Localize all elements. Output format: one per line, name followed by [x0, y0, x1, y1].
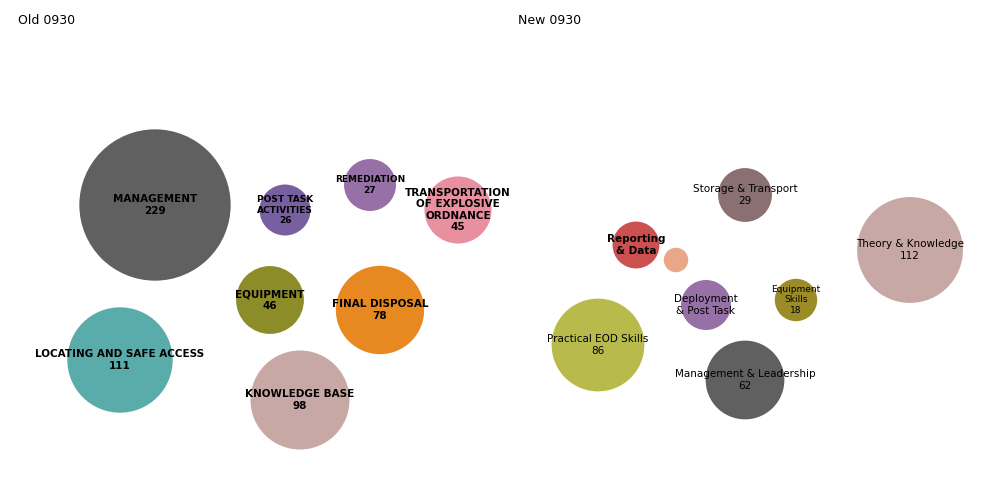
Ellipse shape: [424, 176, 492, 243]
Text: MANAGEMENT
229: MANAGEMENT 229: [113, 194, 197, 216]
Ellipse shape: [706, 341, 784, 420]
Text: TRANSPORTATION
OF EXPLOSIVE
ORDNANCE
45: TRANSPORTATION OF EXPLOSIVE ORDNANCE 45: [405, 188, 511, 232]
Ellipse shape: [79, 129, 231, 281]
Ellipse shape: [67, 308, 173, 413]
Text: Old 0930: Old 0930: [18, 14, 75, 27]
Ellipse shape: [344, 159, 396, 211]
Text: REMEDIATION
27: REMEDIATION 27: [335, 175, 405, 194]
Ellipse shape: [260, 184, 310, 236]
Text: Management & Leadership
62: Management & Leadership 62: [675, 369, 815, 391]
Ellipse shape: [664, 248, 688, 272]
Ellipse shape: [718, 168, 772, 222]
Text: KNOWLEDGE BASE
98: KNOWLEDGE BASE 98: [245, 389, 355, 411]
Ellipse shape: [857, 197, 963, 303]
Text: POST TASK
ACTIVITIES
26: POST TASK ACTIVITIES 26: [257, 195, 313, 225]
Text: Deployment
& Post Task: Deployment & Post Task: [674, 294, 738, 316]
Ellipse shape: [552, 298, 644, 391]
Text: Theory & Knowledge
112: Theory & Knowledge 112: [856, 239, 964, 261]
Text: LOCATING AND SAFE ACCESS
111: LOCATING AND SAFE ACCESS 111: [35, 349, 205, 371]
Text: FINAL DISPOSAL
78: FINAL DISPOSAL 78: [332, 299, 428, 321]
Ellipse shape: [336, 266, 424, 354]
Text: Practical EOD Skills
86: Practical EOD Skills 86: [547, 334, 649, 356]
Text: Storage & Transport
29: Storage & Transport 29: [693, 184, 797, 206]
Ellipse shape: [236, 266, 304, 334]
Ellipse shape: [613, 222, 659, 268]
Text: Reporting
& Data: Reporting & Data: [607, 234, 665, 256]
Ellipse shape: [251, 351, 349, 449]
Ellipse shape: [681, 280, 731, 330]
Ellipse shape: [775, 279, 817, 321]
Text: Equipment
Skills
18: Equipment Skills 18: [771, 285, 821, 315]
Text: New 0930: New 0930: [518, 14, 581, 27]
Text: EQUIPMENT
46: EQUIPMENT 46: [235, 289, 305, 311]
